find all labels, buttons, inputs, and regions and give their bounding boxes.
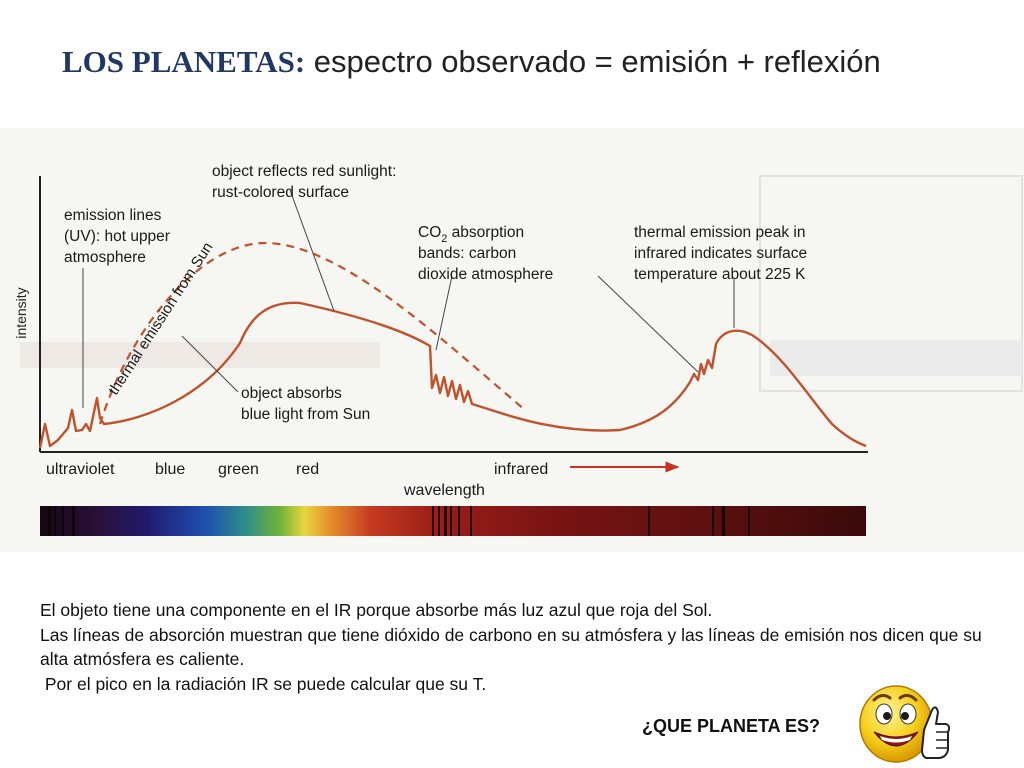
absorption-line bbox=[48, 506, 51, 536]
absorption-line bbox=[470, 506, 472, 536]
title-lead: LOS PLANETAS: bbox=[62, 44, 306, 79]
caption-line-3: Por el pico en la radiación IR se puede … bbox=[40, 673, 487, 694]
annotation-co2-head: CO2 absorption bbox=[418, 224, 524, 245]
band-labels: ultraviolet blue green red infrared bbox=[46, 461, 548, 478]
absorption-line bbox=[62, 506, 64, 536]
slide-title: LOS PLANETAS: espectro observado = emisi… bbox=[62, 44, 881, 80]
absorption-line bbox=[438, 506, 440, 536]
annotation-co2: bands: carbon dioxide atmosphere bbox=[418, 245, 553, 283]
absorption-line bbox=[722, 506, 725, 536]
caption-line-2: Las líneas de absorción muestran que tie… bbox=[40, 624, 982, 670]
absorption-line bbox=[748, 506, 750, 536]
absorption-line bbox=[712, 506, 714, 536]
annotation-absorb: object absorbs blue light from Sun bbox=[241, 385, 370, 423]
observed-spectrum-curve bbox=[38, 301, 867, 449]
leader-absorb bbox=[181, 335, 239, 393]
absorption-line bbox=[648, 506, 650, 536]
leader-co2 bbox=[435, 275, 453, 351]
annotation-uv: emission lines (UV): hot upper atmosphere bbox=[64, 207, 170, 266]
sun-thermal-curve bbox=[98, 241, 526, 425]
absorption-line bbox=[458, 506, 460, 536]
absorption-line bbox=[444, 506, 447, 536]
absorption-line bbox=[450, 506, 452, 536]
absorption-line bbox=[432, 506, 434, 536]
band-label-infrared: infrared bbox=[494, 461, 548, 478]
leader-reflect bbox=[289, 189, 335, 312]
x-axis-label: wavelength bbox=[403, 482, 485, 499]
band-label-blue: blue bbox=[155, 461, 185, 478]
band-label-red: red bbox=[296, 461, 319, 478]
annotation-reflect: object reflects red sunlight: rust-colore… bbox=[212, 163, 396, 201]
spectrum-strip bbox=[40, 506, 866, 536]
caption: El objeto tiene una componente en el IR … bbox=[40, 598, 1000, 696]
absorption-line bbox=[72, 506, 75, 536]
absorption-line bbox=[54, 506, 56, 536]
band-label-ultraviolet: ultraviolet bbox=[46, 461, 115, 478]
caption-line-1: El objeto tiene una componente en el IR … bbox=[40, 600, 713, 620]
spectrum-figure: intensity thermal emission from Sun emis… bbox=[0, 128, 1024, 552]
y-axis-label: intensity bbox=[13, 287, 29, 338]
spectrum-absorption-lines bbox=[48, 506, 750, 536]
leader-co2-ir bbox=[597, 275, 699, 373]
title-rest: espectro observado = emisión + reflexión bbox=[305, 44, 881, 79]
annotation-peak: thermal emission peak in infrared indicat… bbox=[634, 224, 807, 283]
question-text: ¿QUE PLANETA ES? bbox=[642, 716, 821, 736]
band-label-green: green bbox=[218, 461, 259, 478]
thumbs-up-smiley-icon bbox=[859, 685, 951, 763]
